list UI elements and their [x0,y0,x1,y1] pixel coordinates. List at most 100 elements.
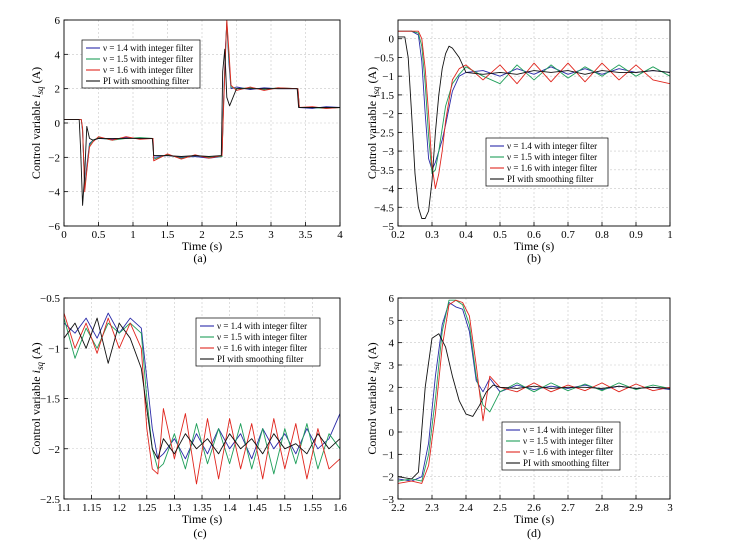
legend-label: PI with smoothing filter [217,354,303,364]
panel-b: (b) 0.2 0.3 0.4 0.5 0.6 0.7 0.8 0.9 1 −5 −4.5 −4 −3.… [365,19,673,265]
x-tick-label: 1 [667,229,673,241]
x-tick-label: 1.45 [248,502,268,514]
legend-label: ν = 1.5 with integer filter [103,54,193,64]
y-tick-label: 4 [55,49,61,61]
panel-c-caption: (c) [193,526,206,540]
x-tick-label: 1.35 [192,502,212,514]
y-tick-label: −6 [48,221,60,233]
y-tick-label: −2.5 [40,494,60,506]
legend-label: PI with smoothing filter [103,76,189,86]
x-tick-label: 2.9 [629,502,643,514]
x-tick-label: 1.55 [303,502,323,514]
y-tick-label: −3 [382,146,394,158]
y-tick-label: 6 [55,15,61,27]
x-axis-label: Time (s) [182,239,223,253]
x-tick-label: 2.5 [493,502,507,514]
x-tick-label: 1.15 [82,502,102,514]
y-tick-label: −1.5 [40,394,60,406]
series-group [398,30,670,219]
x-tick-label: 3 [667,502,673,514]
x-tick-label: 1 [130,229,136,241]
panel-d: (d) 2.2 2.3 2.4 2.5 2.6 2.7 2.8 2.9 3 −3 −2 −1 0 1 2 3 4… [365,293,673,540]
x-tick-label: 1.3 [168,502,182,514]
y-tick-label: −3 [382,494,394,506]
y-tick-label: −4 [382,184,394,196]
series-line-v16 [398,299,670,484]
x-tick-label: 2.4 [459,502,473,514]
series-line-pi [64,317,340,460]
x-tick-label: 0.3 [425,229,439,241]
x-tick-label: 1.4 [223,502,237,514]
plot-frame [397,19,671,227]
x-tick-label: 2 [199,229,205,241]
legend-label: PI with smoothing filter [523,458,609,468]
legend-label: ν = 1.4 with integer filter [103,43,193,53]
x-tick-label: 3 [268,229,274,241]
panel-a: (a) 0 0.5 1 1.5 2 2.5 3 3.5 4 −6 −4 −2 0 2 4 6 Time (s) C… [29,15,343,265]
y-tick-label: 1 [389,405,395,417]
y-tick-label: −2.5 [374,127,394,139]
x-tick-label: 0.6 [527,229,541,241]
legend-label: PI with smoothing filter [507,174,593,184]
series-line-pi [398,333,670,480]
y-axis-label: Control variable isq (A) [29,67,45,179]
y-tick-label: −0.5 [374,52,394,64]
x-tick-label: 0.7 [561,229,575,241]
y-tick-label: −4.5 [374,202,394,214]
y-tick-label: 0 [389,34,395,46]
y-tick-label: −2 [48,444,60,456]
legend-label: ν = 1.4 with integer filter [217,321,307,331]
series-group [398,299,670,484]
x-axis-label: Time (s) [182,512,223,526]
panel-a-caption: (a) [193,251,206,265]
legend-label: ν = 1.4 with integer filter [507,141,597,151]
x-tick-label: 4 [337,229,343,241]
x-tick-label: 0.4 [459,229,473,241]
series-line-pi [64,48,340,206]
legend-label: ν = 1.4 with integer filter [523,425,613,435]
y-axis-label: Control variable isq (A) [365,67,381,179]
y-tick-label: 3 [389,360,395,372]
y-tick-label: 0 [389,427,395,439]
y-tick-label: −2 [48,152,60,164]
y-tick-label: 6 [389,293,395,305]
x-tick-label: 1.2 [112,502,126,514]
x-tick-label: 2.6 [527,502,541,514]
x-axis-label: Time (s) [514,239,555,253]
x-tick-label: 0.8 [595,229,609,241]
series-line-v15 [398,30,670,175]
panel-b-caption: (b) [527,251,541,265]
legend-label: ν = 1.6 with integer filter [217,343,307,353]
series-line-v14 [398,30,670,171]
y-tick-label: 2 [389,382,395,394]
legend-label: ν = 1.6 with integer filter [523,447,613,457]
panel-d-caption: (d) [527,526,541,540]
series-group [64,312,340,485]
x-tick-label: 2.2 [391,502,405,514]
y-tick-label: 5 [389,315,395,327]
x-axis-label: Time (s) [514,512,555,526]
y-tick-label: −5 [382,221,394,233]
x-tick-label: 1.5 [161,229,175,241]
y-tick-label: −2 [382,472,394,484]
legend-label: ν = 1.5 with integer filter [523,436,613,446]
y-tick-label: −1 [382,71,394,83]
y-tick-label: −3.5 [374,165,394,177]
y-axis-label: Control variable isq (A) [365,342,381,454]
y-tick-label: −2 [382,109,394,121]
panel-c: (c) 1.1 1.15 1.2 1.25 1.3 1.35 1.4 1.45 1.5 1.55 1… [29,293,347,540]
x-tick-label: 0.5 [493,229,507,241]
x-tick-label: 2.5 [230,229,244,241]
series-line-v15 [398,299,670,482]
series-line-pi [398,36,670,219]
x-tick-label: 2.3 [425,502,439,514]
legend-label: ν = 1.6 with integer filter [103,65,193,75]
y-tick-label: 0 [55,118,61,130]
x-tick-label: 1.5 [278,502,292,514]
x-tick-label: 1.1 [57,502,71,514]
